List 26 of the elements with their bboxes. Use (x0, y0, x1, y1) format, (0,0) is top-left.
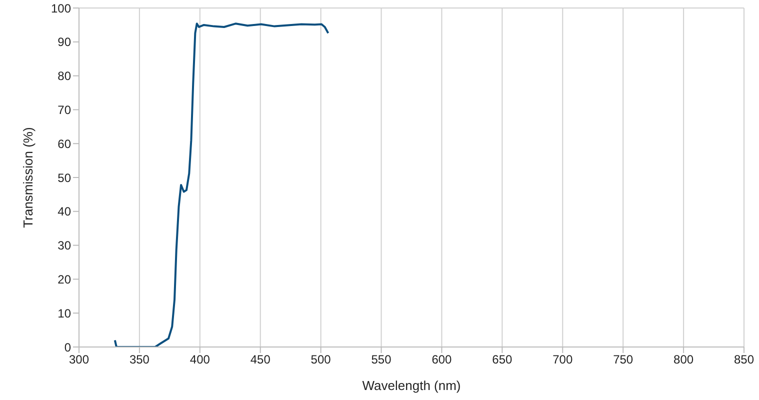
y-tick-label: 80 (58, 69, 72, 84)
x-tick-label: 550 (371, 352, 392, 367)
x-tick-label: 750 (613, 352, 634, 367)
x-tick-label: 800 (674, 352, 694, 367)
x-tick-label: 400 (190, 352, 210, 367)
y-tick-label: 70 (58, 102, 72, 117)
y-axis-title: Transmission (%) (20, 127, 36, 228)
y-tick-label: 20 (58, 272, 72, 286)
y-tick-label: 30 (58, 238, 72, 253)
line-series (114, 22, 330, 347)
y-tick-label: 40 (58, 204, 72, 219)
x-tick-label: 600 (432, 352, 452, 367)
x-tick-label: 700 (552, 352, 573, 367)
y-tick-label: 100 (50, 1, 72, 16)
x-tick-label: 500 (310, 352, 332, 367)
x-tick-label: 850 (734, 352, 754, 367)
y-tick-label: 50 (58, 170, 72, 185)
y-tick-label: 10 (58, 306, 72, 320)
x-axis-title: Wavelength (nm) (362, 378, 461, 393)
x-tick-label: 350 (129, 352, 150, 367)
x-tick-label: 300 (68, 352, 90, 367)
x-tick-label: 450 (250, 352, 271, 367)
y-tick-label: 0 (64, 340, 72, 354)
x-tick-label: 650 (492, 352, 513, 367)
y-tick-label: 90 (58, 35, 72, 50)
y-tick-label: 60 (58, 136, 72, 151)
